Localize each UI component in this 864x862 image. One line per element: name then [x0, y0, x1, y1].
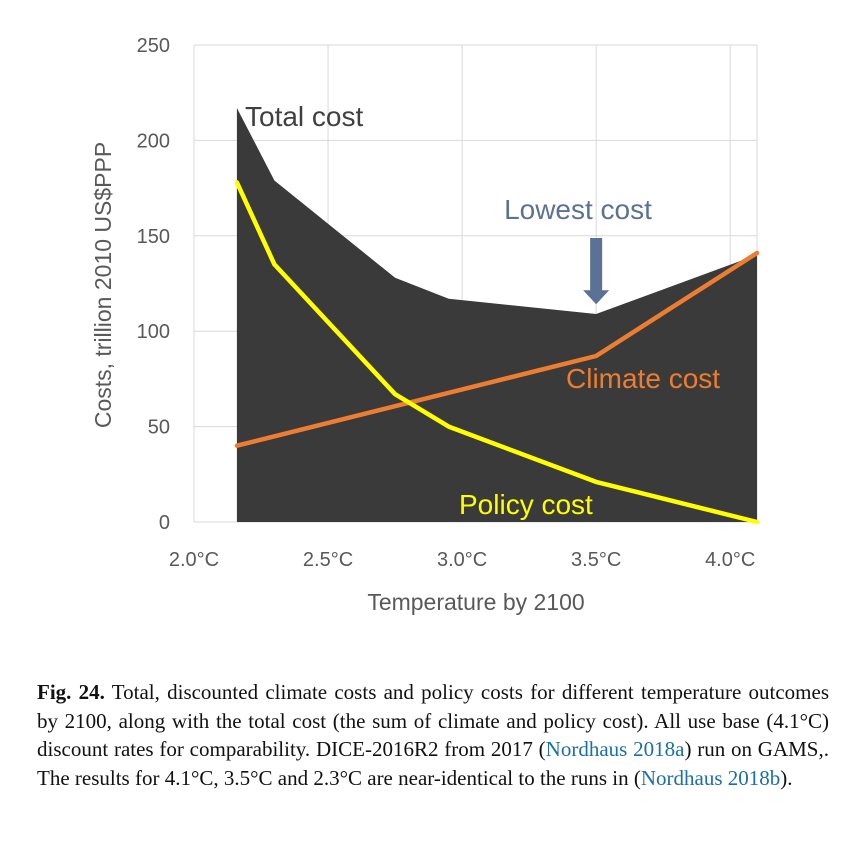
down-arrow-icon: [583, 238, 610, 305]
x-axis-title: Temperature by 2100: [367, 589, 584, 615]
x-tick-label: 3.5°C: [571, 549, 621, 571]
x-tick-label: 4.0°C: [705, 549, 755, 571]
lowest-cost-arrow: [583, 238, 610, 305]
reference-link-2018a[interactable]: Nordhaus 2018a: [545, 737, 685, 761]
chart: 0 50 100 150 200 250 2.0°C 2.5°C 3.0°C 3.5°C 4.0°…: [90, 35, 760, 615]
lowest-cost-label: Lowest cost: [504, 194, 652, 225]
x-tick-label: 2.0°C: [169, 549, 219, 571]
figure-caption: Fig. 24. Total, discounted climate costs…: [37, 678, 829, 792]
caption-text-1: Total, discounted climate costs and poli…: [37, 680, 829, 761]
y-tick-label: 0: [159, 512, 170, 534]
climate-cost-line: [234, 250, 760, 448]
x-tick-label: 2.5°C: [303, 549, 353, 571]
y-tick-label: 200: [137, 130, 170, 152]
policy-cost-line: [234, 180, 760, 525]
figure-label: Fig. 24.: [37, 680, 105, 704]
policy-cost-label: Policy cost: [459, 489, 593, 520]
total-cost-label: Total cost: [245, 101, 363, 132]
x-axis-ticks: 2.0°C 2.5°C 3.0°C 3.5°C 4.0°C: [169, 549, 755, 571]
caption-text-3: ).: [780, 765, 793, 790]
total-cost-area: [236, 108, 757, 522]
y-tick-label: 50: [148, 417, 170, 439]
caption-text-2: ) run on GAMS,. The results for 4.1°C, 3…: [37, 737, 829, 790]
reference-link-2018b[interactable]: Nordhaus 2018b: [640, 765, 781, 790]
y-tick-label: 100: [137, 321, 170, 343]
climate-cost-label: Climate cost: [566, 363, 720, 394]
area-layer: [236, 108, 757, 522]
x-tick-label: 3.0°C: [437, 549, 487, 571]
y-axis-title: Costs, trillion 2010 US$PPP: [90, 142, 116, 428]
line-layer: [234, 180, 760, 525]
y-tick-label: 250: [137, 35, 170, 57]
y-axis-ticks: 0 50 100 150 200 250: [137, 35, 170, 534]
y-tick-label: 150: [137, 226, 170, 248]
